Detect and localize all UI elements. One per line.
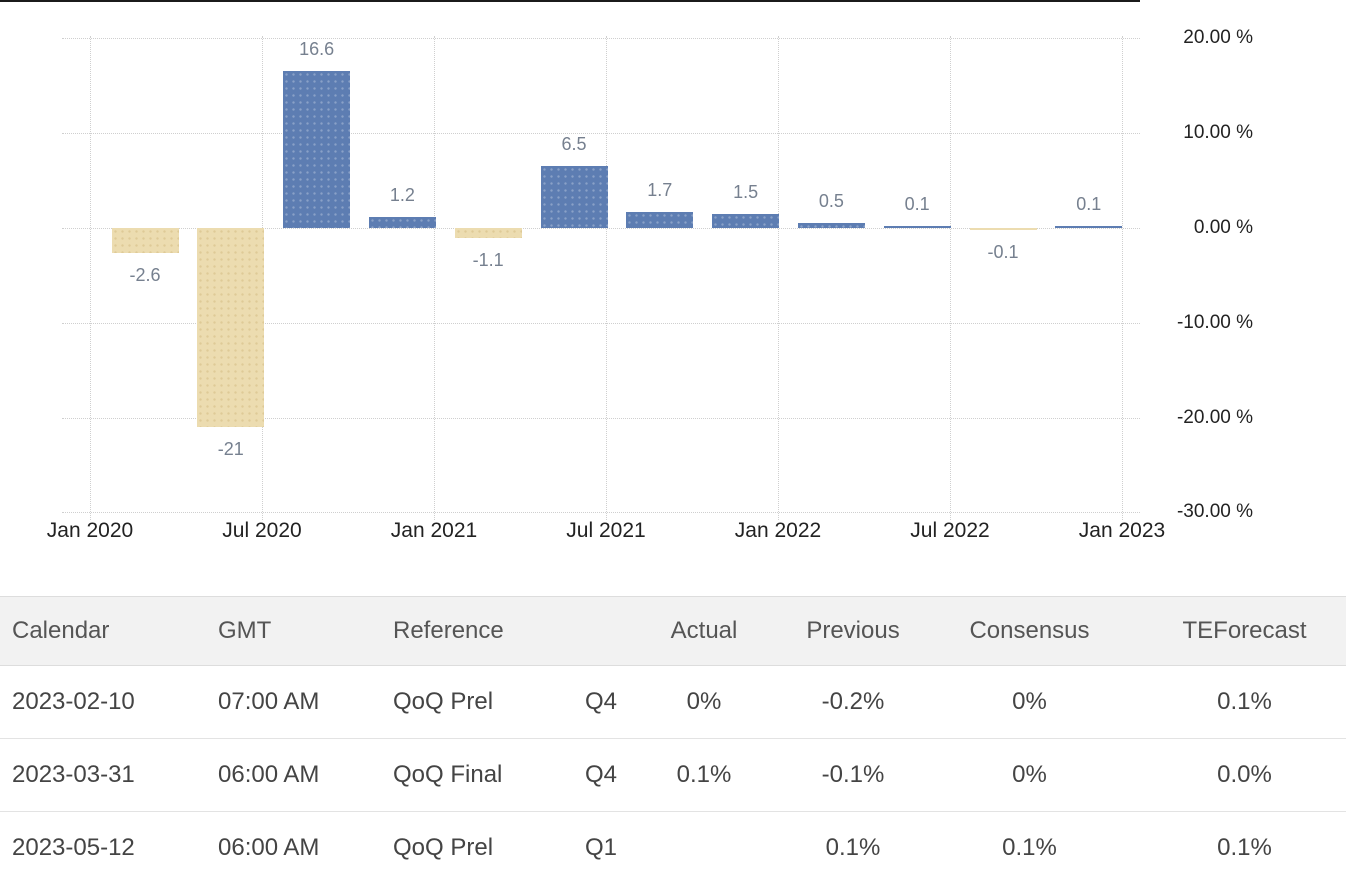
chart-bar-q2-2021[interactable] — [540, 166, 608, 228]
calendar-row[interactable]: 2023-05-12 06:00 AM QoQ Prel Q1 0.1% 0.1% 0.1% — [0, 811, 1346, 876]
y-axis-tick-label: 10.00 % — [1183, 122, 1253, 144]
y-axis-tick-label: -30.00 % — [1176, 501, 1253, 523]
x-axis-tick-label: Jan 2020 — [46, 519, 134, 542]
chart-bar-q1-2021[interactable] — [454, 228, 522, 239]
cell-gmt: 06:00 AM — [200, 811, 372, 876]
x-axis-tick-label: Jan 2023 — [1078, 519, 1166, 542]
cell-reference: QoQ Final — [372, 738, 540, 812]
grid-line-horizontal — [62, 38, 1140, 40]
chart-bar-q3-2022[interactable] — [969, 228, 1037, 230]
cell-teforecast: 0.1% — [1104, 811, 1346, 876]
chart-top-border — [0, 0, 1140, 2]
bar-value-label: 1.2 — [389, 184, 415, 205]
cell-previous: -0.1% — [756, 738, 926, 812]
bar-value-label: 6.5 — [561, 134, 587, 155]
y-axis-tick-label: -20.00 % — [1176, 406, 1253, 428]
grid-line-vertical — [778, 36, 779, 520]
calendar-header-row: Calendar GMT Reference Actual Previous Consen… — [0, 596, 1346, 666]
cell-actual: 0% — [652, 665, 756, 739]
cell-gmt: 06:00 AM — [200, 738, 372, 812]
x-axis-tick-label: Jul 2021 — [566, 519, 646, 542]
cell-gmt: 07:00 AM — [200, 665, 372, 739]
grid-line-vertical — [434, 36, 435, 520]
cell-calendar: 2023-05-12 — [0, 811, 200, 876]
cell-previous: 0.1% — [756, 811, 926, 876]
bar-value-label: -0.1 — [987, 242, 1019, 262]
bar-value-label: -2.6 — [129, 264, 161, 285]
calendar-row[interactable]: 2023-03-31 06:00 AM QoQ Final Q4 0.1% -0.1% 0%… — [0, 738, 1346, 812]
grid-line-horizontal — [62, 512, 1140, 514]
cell-consensus: 0% — [926, 665, 1104, 739]
gdp-qoq-bar-chart: 20.00 % 10.00 % 0.00 % -10.00 % -20.00 % -30.… — [0, 0, 1253, 542]
chart-bar-q2-2020[interactable] — [197, 228, 265, 428]
column-header-calendar: Calendar — [0, 596, 200, 666]
y-axis-tick-label: -10.00 % — [1176, 311, 1253, 333]
grid-line-horizontal — [62, 228, 1140, 229]
cell-quarter: Q4 — [540, 738, 652, 812]
bar-value-label: 1.7 — [647, 179, 673, 200]
chart-bar-q3-2020[interactable] — [283, 70, 351, 228]
cell-teforecast: 0.1% — [1104, 665, 1346, 739]
chart-bar-q1-2020[interactable] — [111, 228, 179, 253]
bar-value-label: 0.1 — [1076, 194, 1102, 214]
column-header-teforecast: TEForecast — [1104, 596, 1346, 666]
grid-line-horizontal — [62, 322, 1140, 324]
cell-actual: 0.1% — [652, 738, 756, 812]
chart-bar-q3-2021[interactable] — [626, 211, 694, 228]
x-axis-tick-label: Jan 2021 — [390, 519, 478, 542]
y-axis-tick-label: 0.00 % — [1193, 217, 1253, 238]
bar-value-label: 0.5 — [818, 191, 844, 212]
chart-bar-q4-2020[interactable] — [368, 216, 436, 228]
cell-teforecast: 0.0% — [1104, 738, 1346, 812]
cell-quarter: Q1 — [540, 811, 652, 876]
grid-line-vertical — [606, 36, 607, 520]
grid-line-horizontal — [62, 133, 1140, 135]
x-axis-tick-label: Jul 2020 — [222, 519, 302, 542]
y-axis-tick-label: 20.00 % — [1183, 27, 1253, 49]
cell-consensus: 0% — [926, 738, 1104, 812]
cell-reference: QoQ Prel — [372, 665, 540, 739]
grid-line-vertical — [950, 36, 951, 520]
chart-bar-q4-2021[interactable] — [712, 213, 780, 228]
x-axis-tick-label: Jan 2022 — [734, 519, 822, 542]
column-header-actual: Actual — [652, 596, 756, 666]
cell-quarter: Q4 — [540, 665, 652, 739]
grid-line-vertical — [90, 36, 91, 520]
bar-value-label: 1.5 — [733, 181, 759, 202]
cell-actual — [652, 811, 756, 876]
grid-line-horizontal — [62, 417, 1140, 419]
column-header-consensus: Consensus — [926, 596, 1104, 666]
cell-reference: QoQ Prel — [372, 811, 540, 876]
bar-value-label: -21 — [217, 439, 244, 460]
calendar-row[interactable]: 2023-02-10 07:00 AM QoQ Prel Q4 0% -0.2% 0% 0.1… — [0, 665, 1346, 739]
column-header-reference: Reference — [372, 596, 540, 666]
calendar-table: Calendar GMT Reference Actual Previous Consen… — [0, 596, 1346, 876]
cell-previous: -0.2% — [756, 665, 926, 739]
grid-line-vertical — [1122, 36, 1123, 520]
bar-value-label: 16.6 — [299, 38, 335, 59]
chart-bar-q2-2022[interactable] — [883, 226, 951, 228]
column-header-previous: Previous — [756, 596, 926, 666]
column-header-gmt: GMT — [200, 596, 372, 666]
chart-bar-q4-2022[interactable] — [1055, 226, 1123, 228]
bar-value-label: 0.1 — [904, 194, 930, 214]
chart-bar-q1-2022[interactable] — [797, 223, 865, 228]
x-axis-tick-label: Jul 2022 — [910, 519, 990, 542]
cell-calendar: 2023-03-31 — [0, 738, 200, 812]
cell-calendar: 2023-02-10 — [0, 665, 200, 739]
bar-value-label: -1.1 — [472, 250, 504, 271]
cell-consensus: 0.1% — [926, 811, 1104, 876]
column-header-quarter — [540, 596, 652, 666]
